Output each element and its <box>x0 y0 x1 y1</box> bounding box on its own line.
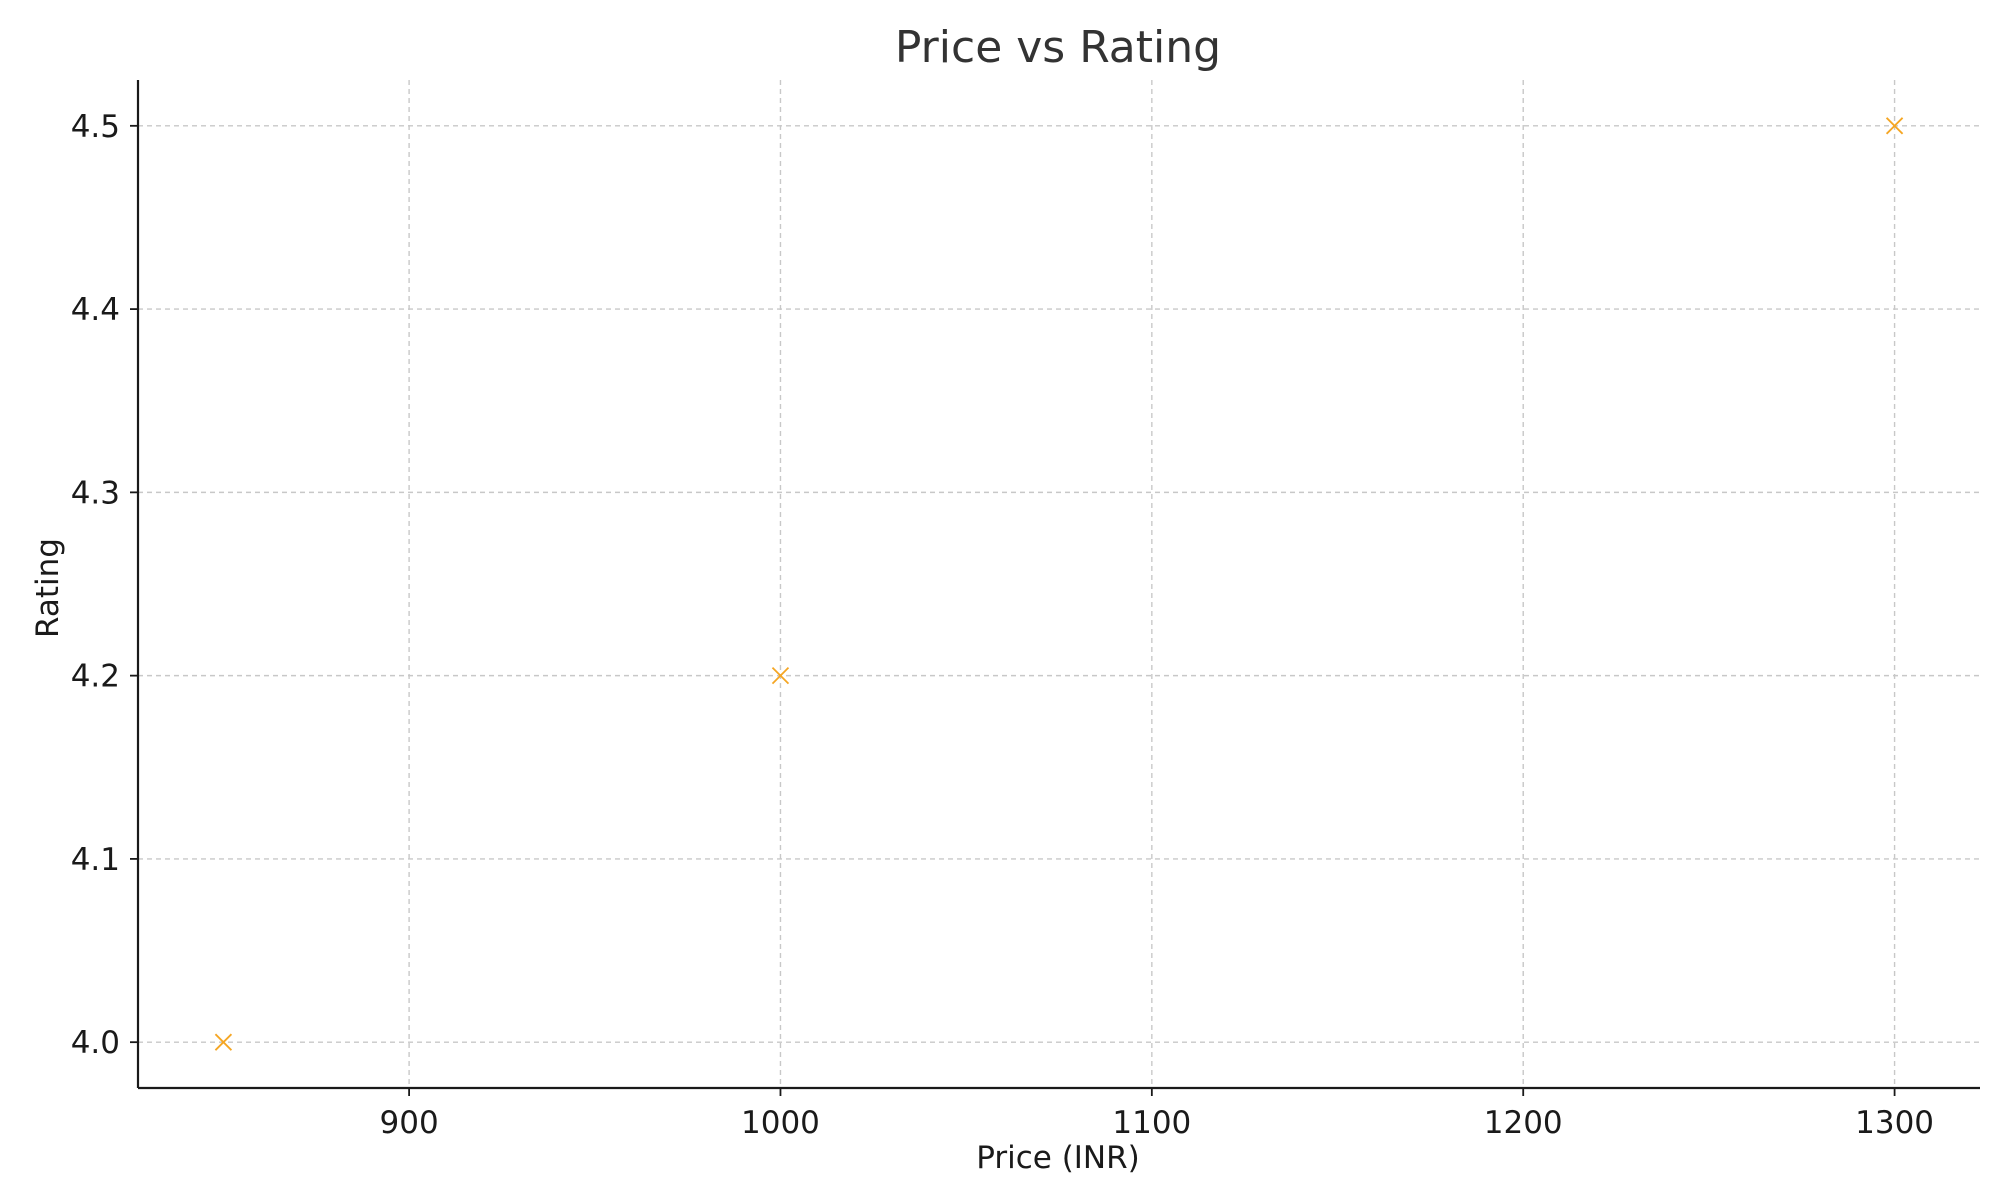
x-tick-label: 1100 <box>1112 1105 1191 1141</box>
grid <box>138 80 1980 1088</box>
y-tick-label: 4.4 <box>71 292 120 328</box>
chart-title: Price vs Rating <box>895 22 1221 73</box>
x-tick-label: 1200 <box>1484 1105 1563 1141</box>
axes <box>136 80 1980 1090</box>
y-tick-label: 4.2 <box>71 659 120 695</box>
x-tick-label: 900 <box>380 1105 439 1141</box>
y-tick-label: 4.0 <box>71 1025 120 1061</box>
y-tick-label: 4.5 <box>71 109 120 145</box>
x-axis-title: Price (INR) <box>976 1140 1140 1176</box>
x-tick-label: 1000 <box>741 1105 820 1141</box>
data-points <box>214 117 1904 1051</box>
y-axis-title: Rating <box>30 538 66 638</box>
data-point-stroke <box>214 1033 233 1051</box>
y-tick-label: 4.3 <box>71 475 120 511</box>
ticks: 900 1000 1100 1200 1300 4.0 4.1 4.2 4.3 4.4 4.5 <box>71 109 1934 1141</box>
data-point-stroke <box>771 666 790 685</box>
data-point-stroke <box>1885 117 1904 135</box>
y-tick-label: 4.1 <box>71 842 120 878</box>
data-point <box>214 1033 233 1051</box>
data-point <box>1885 117 1904 135</box>
data-point <box>771 666 790 685</box>
x-tick-label: 1300 <box>1855 1105 1934 1141</box>
